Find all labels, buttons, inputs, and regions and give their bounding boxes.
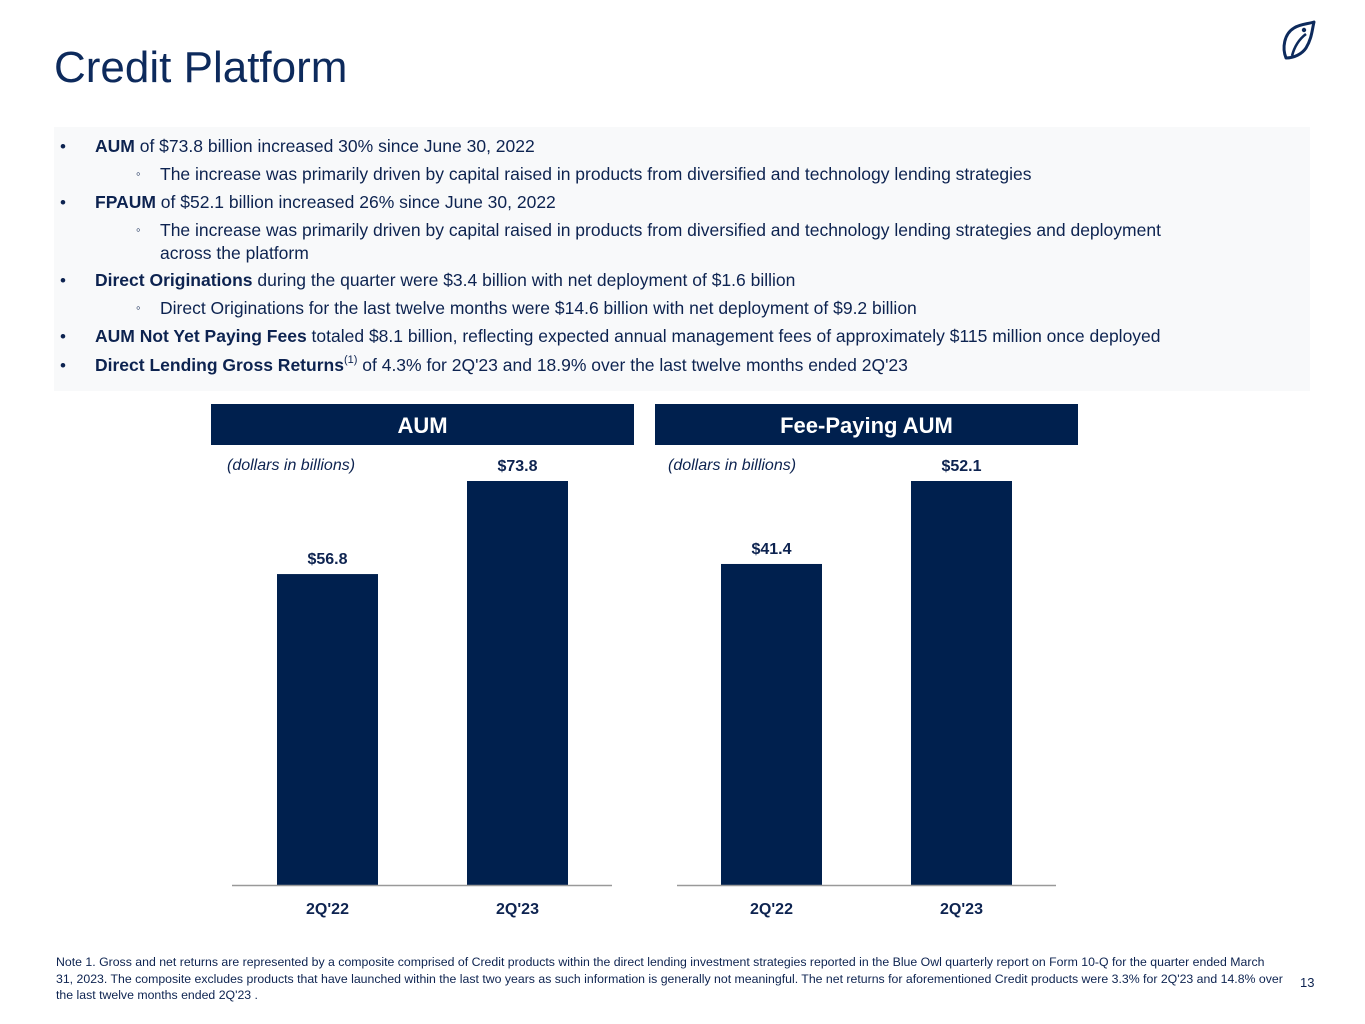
bullet-bold-term: FPAUM [95, 192, 156, 212]
bullet-bold-term: Direct Originations [95, 270, 253, 290]
fpaum-units-note: (dollars in billions) [668, 457, 797, 474]
aum-bar-0 [277, 574, 378, 885]
bullet-dot: • [60, 327, 66, 346]
bullet-text: of $73.8 billion increased 30% since Jun… [134, 136, 535, 156]
bullet-text-continuation: across the platform [160, 243, 309, 263]
bullet-dot: • [60, 137, 66, 156]
bullet-bold-term: AUM Not Yet Paying Fees [95, 326, 307, 346]
fpaum-bar-0 [721, 563, 822, 885]
page-title: Credit Platform [54, 43, 348, 92]
sub-bullet-marker: ◦ [136, 300, 141, 315]
sub-bullet-marker: ◦ [136, 166, 141, 181]
footnote-marker: (1) [343, 354, 358, 366]
summary-bullets: • AUM of $73.8 billion increased 30% sin… [54, 127, 1310, 391]
bullet-fpaum: • FPAUM of $52.1 billion increased 26% s… [60, 191, 556, 214]
aum-units-note: (dollars in billions) [227, 457, 356, 474]
bullet-text: The increase was primarily driven by cap… [160, 164, 1032, 184]
aum-category-label-0: 2Q'22 [306, 901, 349, 918]
bullet-dot: • [60, 356, 66, 375]
bullet-direct-lending-returns: • Direct Lending Gross Returns(1) of 4.3… [60, 354, 908, 377]
aum-category-label-1: 2Q'23 [496, 901, 539, 918]
fpaum-category-label-1: 2Q'23 [940, 901, 983, 918]
aum-value-label-1: $73.8 [497, 458, 537, 475]
aum-value-label-0: $56.8 [307, 551, 347, 568]
fpaum-value-label-1: $52.1 [941, 458, 981, 475]
bullet-aum-not-yet-paying: • AUM Not Yet Paying Fees totaled $8.1 b… [60, 325, 1161, 348]
sub-bullet-direct-originations: ◦ Direct Originations for the last twelv… [136, 297, 917, 320]
bullet-bold-term: AUM [95, 136, 135, 156]
bullet-aum: • AUM of $73.8 billion increased 30% sin… [60, 135, 535, 158]
sub-bullet-marker: ◦ [136, 222, 141, 237]
footnote: Note 1. Gross and net returns are repres… [56, 955, 1283, 1002]
owl-logo-icon [1282, 20, 1316, 60]
aum-bar-1 [467, 481, 568, 885]
fpaum-category-label-0: 2Q'22 [750, 901, 793, 918]
bullet-text: of 4.3% for 2Q'23 and 18.9% over the las… [357, 355, 908, 375]
bullet-text: Direct Originations for the last twelve … [160, 298, 917, 318]
bullet-text: The increase was primarily driven by cap… [160, 220, 1161, 240]
fpaum-bar-1 [911, 481, 1012, 885]
bullet-direct-originations: • Direct Originations during the quarter… [60, 269, 796, 292]
bullet-text: of $52.1 billion increased 26% since Jun… [155, 192, 556, 212]
bullet-dot: • [60, 271, 66, 290]
bullet-text: totaled $8.1 billion, reflecting expecte… [306, 326, 1161, 346]
bullet-dot: • [60, 193, 66, 212]
bullet-bold-term: Direct Lending Gross Returns [95, 355, 344, 375]
fpaum-chart-header: Fee-Paying AUM [655, 404, 1078, 445]
sub-bullet-fpaum: ◦ The increase was primarily driven by c… [136, 219, 1161, 265]
bullet-text: during the quarter were $3.4 billion wit… [252, 270, 796, 290]
page-number: 13 [1300, 975, 1315, 990]
sub-bullet-aum: ◦ The increase was primarily driven by c… [136, 163, 1032, 186]
fpaum-value-label-0: $41.4 [751, 541, 791, 558]
aum-chart-header: AUM [211, 404, 634, 445]
